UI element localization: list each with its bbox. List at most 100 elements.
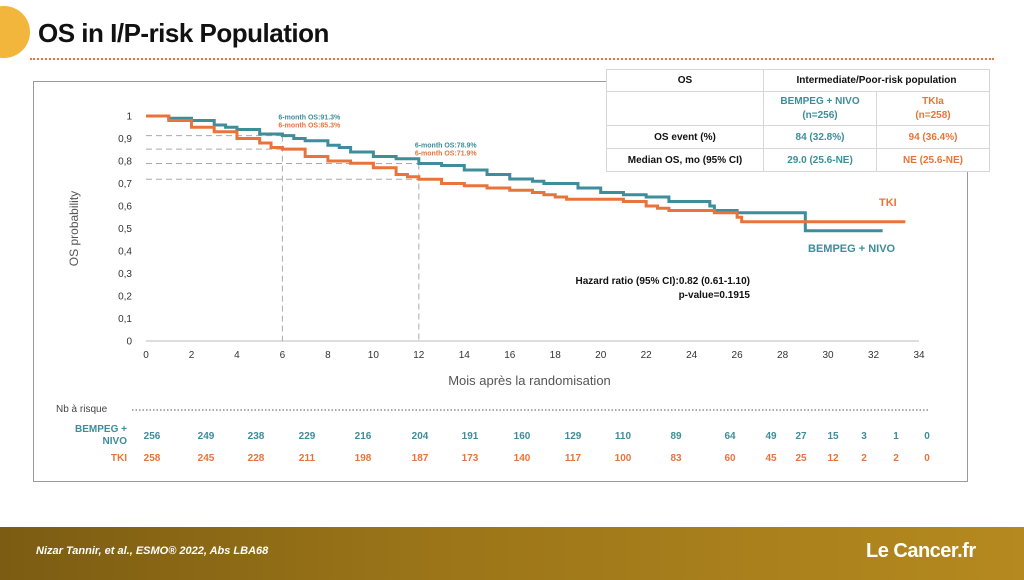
- x-tick-label: 34: [913, 350, 925, 361]
- x-axis-title: Mois après la randomisation: [448, 373, 611, 388]
- y-tick-label: 0,2: [118, 292, 132, 303]
- risk-count: 100: [615, 453, 632, 464]
- y-axis-title: OS probability: [67, 191, 81, 266]
- x-tick-label: 6: [280, 350, 286, 361]
- risk-row-label: NIVO: [103, 436, 128, 447]
- risk-count: 140: [514, 453, 531, 464]
- risk-count: 229: [299, 431, 316, 442]
- risk-count: 117: [565, 453, 582, 464]
- risk-count: 83: [670, 453, 682, 464]
- risk-count: 15: [827, 431, 839, 442]
- x-tick-label: 4: [234, 350, 240, 361]
- risk-count: 89: [670, 431, 682, 442]
- risk-row-label: TKI: [111, 453, 127, 464]
- risk-count: 3: [861, 431, 867, 442]
- risk-count: 173: [462, 453, 479, 464]
- risk-count: 228: [248, 453, 265, 464]
- table-row-label: OS event (%): [606, 125, 764, 149]
- x-tick-label: 16: [504, 350, 516, 361]
- risk-count: 1: [893, 431, 899, 442]
- risk-count: 60: [724, 453, 736, 464]
- x-tick-label: 14: [459, 350, 471, 361]
- p-value-text: p-value=0.1915: [679, 290, 751, 301]
- guide-label-bempeg: 6-month OS:78.9%: [415, 142, 478, 149]
- logo: Le Cancer.fr: [866, 540, 976, 562]
- x-tick-label: 26: [732, 350, 744, 361]
- table-cell: NE (25.6-NE): [876, 148, 990, 172]
- x-tick-label: 0: [143, 350, 149, 361]
- risk-count: 256: [144, 431, 161, 442]
- x-tick-label: 8: [325, 350, 331, 361]
- y-tick-label: 0,3: [118, 269, 132, 280]
- slide-title: OS in I/P-risk Population: [38, 18, 329, 48]
- risk-count: 258: [144, 453, 161, 464]
- x-tick-label: 10: [368, 350, 380, 361]
- series-label-bempeg-nivo: BEMPEG + NIVO: [808, 243, 896, 255]
- x-tick-label: 32: [868, 350, 880, 361]
- series-line-tki: [146, 114, 906, 224]
- risk-count: 198: [355, 453, 372, 464]
- risk-count: 110: [615, 431, 632, 442]
- title-divider: [30, 58, 994, 60]
- y-tick-label: 0,7: [118, 179, 132, 190]
- x-tick-label: 2: [189, 350, 195, 361]
- risk-count: 0: [924, 453, 930, 464]
- risk-row-label: BEMPEG +: [75, 424, 127, 435]
- guide-label-bempeg: 6-month OS:91.3%: [278, 115, 341, 122]
- risk-count: 64: [724, 431, 736, 442]
- y-tick-label: 1: [126, 112, 132, 123]
- y-tick-label: 0,5: [118, 224, 132, 235]
- x-tick-label: 18: [550, 350, 562, 361]
- table-group-bempeg: BEMPEG + NIVO (n=256): [763, 91, 877, 126]
- y-tick-label: 0,4: [118, 247, 132, 258]
- table-cell: 29.0 (25.6-NE): [763, 148, 877, 172]
- x-tick-label: 28: [777, 350, 789, 361]
- table-cell: 94 (36.4%): [876, 125, 990, 149]
- table-header-os: OS: [606, 69, 764, 92]
- risk-count: 187: [412, 453, 429, 464]
- risk-count: 45: [765, 453, 777, 464]
- risk-count: 204: [412, 431, 429, 442]
- risk-count: 249: [198, 431, 215, 442]
- risk-count: 245: [198, 453, 215, 464]
- table-header-population: Intermediate/Poor-risk population: [763, 69, 990, 92]
- hazard-ratio-text: Hazard ratio (95% CI):0.82 (0.61-1.10): [575, 276, 750, 287]
- footer-band: [0, 527, 1024, 580]
- table-row-label: Median OS, mo (95% CI): [606, 148, 764, 172]
- table-empty-cell: [606, 91, 764, 126]
- risk-count: 191: [462, 431, 479, 442]
- risk-count: 129: [565, 431, 582, 442]
- x-tick-label: 24: [686, 350, 698, 361]
- y-tick-label: 0,8: [118, 157, 132, 168]
- risk-count: 25: [795, 453, 807, 464]
- citation: Nizar Tannir, et al., ESMO® 2022, Abs LB…: [36, 545, 269, 557]
- risk-count: 238: [248, 431, 265, 442]
- x-tick-label: 20: [595, 350, 607, 361]
- risk-count: 216: [355, 431, 372, 442]
- guide-label-tki: 6-month OS:85.3%: [278, 123, 341, 130]
- risk-count: 12: [827, 453, 839, 464]
- risk-table-title: Nb à risque: [56, 404, 108, 415]
- series-label-tki: TKI: [879, 197, 897, 209]
- y-tick-label: 0,9: [118, 134, 132, 145]
- risk-count: 211: [299, 453, 316, 464]
- table-group-tki: TKIa (n=258): [876, 91, 990, 126]
- series-line-bempeg-nivo: [146, 114, 883, 233]
- risk-count: 2: [893, 453, 899, 464]
- table-cell: 84 (32.8%): [763, 125, 877, 149]
- chart-frame: [33, 81, 968, 482]
- guide-label-tki: 6-month OS:71.9%: [415, 150, 478, 157]
- y-tick-label: 0,1: [118, 314, 132, 325]
- y-tick-label: 0,6: [118, 202, 132, 213]
- risk-count: 2: [861, 453, 867, 464]
- x-tick-label: 30: [822, 350, 834, 361]
- risk-count: 49: [765, 431, 777, 442]
- os-summary-table: OS Intermediate/Poor-risk population BEM…: [606, 69, 990, 172]
- x-tick-label: 22: [641, 350, 653, 361]
- y-tick-label: 0: [126, 337, 132, 348]
- risk-count: 0: [924, 431, 930, 442]
- risk-count: 27: [795, 431, 807, 442]
- risk-count: 160: [514, 431, 531, 442]
- x-tick-label: 12: [413, 350, 425, 361]
